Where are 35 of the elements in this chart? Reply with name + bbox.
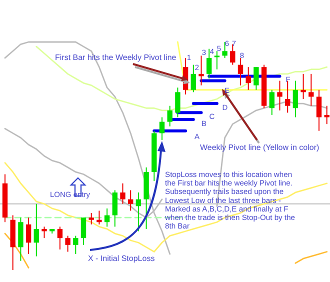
candlestick bbox=[254, 66, 259, 90]
candlestick bbox=[42, 226, 47, 239]
candlestick bbox=[26, 217, 32, 255]
candlestick bbox=[88, 212, 94, 225]
candlestick bbox=[80, 217, 86, 246]
candlestick bbox=[96, 210, 102, 225]
candlestick bbox=[269, 89, 274, 116]
candlestick bbox=[206, 48, 212, 79]
candlestick bbox=[300, 73, 306, 100]
candlestick bbox=[308, 73, 314, 106]
candlestick bbox=[57, 226, 63, 250]
candlestick bbox=[190, 64, 196, 93]
candlestick bbox=[159, 116, 165, 141]
candlestick bbox=[34, 203, 39, 257]
candlestick bbox=[167, 105, 172, 127]
candlestick bbox=[222, 42, 228, 58]
candlestick bbox=[112, 190, 118, 228]
candlestick bbox=[285, 80, 290, 114]
annotation: Weekly Pivot line (Yellow in color) bbox=[200, 143, 320, 152]
candlestick bbox=[104, 208, 110, 228]
candlestick bbox=[175, 87, 180, 118]
annotation: First Bar hits the Weekly Pivot line bbox=[55, 53, 177, 62]
candlestick bbox=[136, 192, 142, 232]
candlestick bbox=[238, 57, 244, 86]
candlestick bbox=[120, 182, 126, 204]
candlestick bbox=[277, 80, 282, 111]
candlestick bbox=[65, 235, 70, 252]
candlestick bbox=[292, 80, 298, 118]
candlestick bbox=[73, 235, 78, 255]
candlestick bbox=[128, 190, 134, 212]
candlestick bbox=[316, 89, 322, 132]
annotation: X - Initial StopLoss bbox=[88, 254, 155, 263]
candlestick bbox=[214, 50, 220, 70]
candlestick bbox=[198, 55, 204, 86]
candlestick bbox=[246, 66, 251, 90]
